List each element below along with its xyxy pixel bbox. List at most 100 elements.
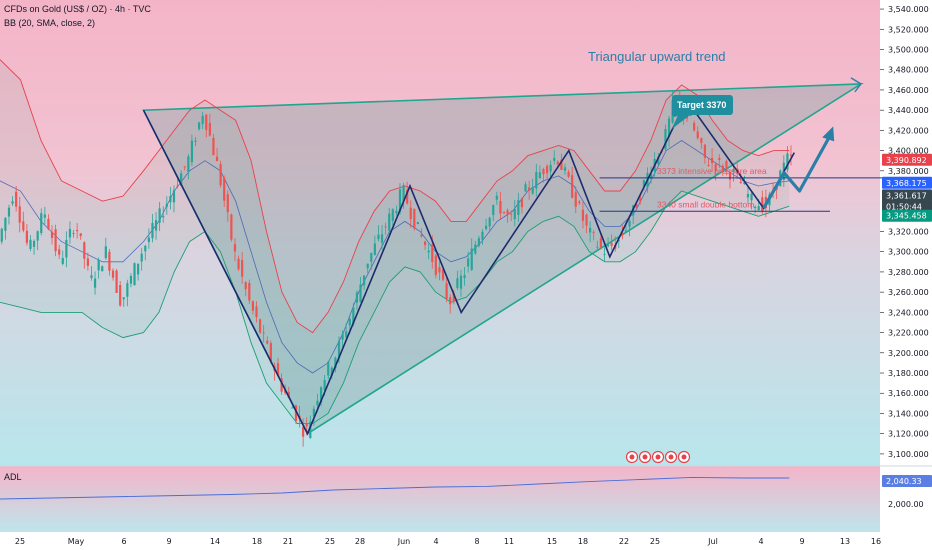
candle[interactable] [510, 210, 513, 221]
price-tag-green[interactable]: 3,345.458 [882, 209, 932, 222]
candle[interactable] [7, 204, 11, 225]
candle[interactable] [391, 208, 394, 226]
candle[interactable] [258, 318, 262, 334]
candle[interactable] [761, 190, 764, 215]
candle[interactable] [104, 237, 107, 260]
candle[interactable] [363, 275, 366, 290]
candle[interactable] [83, 241, 86, 269]
candle[interactable] [610, 234, 613, 251]
candle[interactable] [589, 221, 592, 243]
candle[interactable] [190, 134, 194, 167]
candle[interactable] [29, 235, 32, 252]
candle[interactable] [54, 224, 57, 257]
candle[interactable] [11, 196, 14, 207]
candle[interactable] [402, 182, 405, 209]
candle[interactable] [531, 178, 534, 195]
candle[interactable] [707, 158, 710, 167]
candle[interactable] [32, 239, 36, 255]
candle[interactable] [43, 206, 46, 225]
candle[interactable] [578, 199, 581, 205]
candle[interactable] [649, 166, 653, 184]
candle[interactable] [76, 223, 79, 239]
candle[interactable] [603, 247, 606, 262]
candle[interactable] [542, 167, 545, 183]
candle[interactable] [90, 266, 93, 281]
candle[interactable] [15, 185, 18, 212]
candle[interactable] [710, 148, 714, 172]
candle[interactable] [251, 300, 255, 315]
candle[interactable] [581, 201, 585, 229]
adl-line[interactable] [0, 476, 790, 500]
candle[interactable] [111, 268, 115, 281]
candle[interactable] [423, 240, 427, 251]
candle[interactable] [635, 203, 638, 209]
candle[interactable] [276, 357, 280, 377]
candle[interactable] [93, 271, 97, 295]
candle[interactable] [212, 134, 215, 156]
middle-band-line[interactable] [0, 140, 790, 374]
candle[interactable] [488, 216, 491, 233]
candle[interactable] [617, 238, 620, 249]
candle[interactable] [438, 261, 441, 281]
candle[interactable] [517, 192, 520, 223]
candle[interactable] [341, 330, 344, 348]
candle[interactable] [194, 137, 197, 147]
candle[interactable] [377, 225, 380, 242]
candle[interactable] [101, 265, 104, 272]
candle[interactable] [563, 163, 567, 175]
candle[interactable] [262, 324, 265, 343]
candle[interactable] [151, 213, 154, 243]
candle[interactable] [187, 154, 190, 180]
candle[interactable] [122, 297, 125, 307]
candle[interactable] [86, 252, 89, 271]
candle[interactable] [302, 418, 305, 447]
candle[interactable] [162, 206, 165, 223]
candle[interactable] [25, 223, 29, 246]
candle[interactable] [294, 404, 298, 425]
candle[interactable] [395, 205, 398, 216]
candle[interactable] [226, 190, 229, 222]
candle[interactable] [746, 186, 750, 204]
candle[interactable] [535, 163, 538, 197]
candle[interactable] [750, 191, 753, 210]
adl-value-tag[interactable]: 2,040.33 [882, 475, 932, 487]
candle[interactable] [721, 163, 724, 176]
candle[interactable] [463, 267, 466, 286]
candle[interactable] [520, 197, 524, 214]
candle[interactable] [40, 208, 43, 236]
candle[interactable] [718, 154, 721, 168]
candle[interactable] [119, 281, 122, 307]
candle[interactable] [445, 275, 448, 303]
candle[interactable] [388, 207, 391, 237]
candle[interactable] [456, 270, 459, 290]
candle[interactable] [370, 252, 373, 270]
candle[interactable] [79, 233, 82, 240]
candle[interactable] [172, 185, 176, 213]
candle[interactable] [725, 159, 728, 176]
candle[interactable] [449, 294, 452, 314]
candle[interactable] [126, 279, 129, 307]
candle[interactable] [61, 250, 64, 266]
candle[interactable] [696, 126, 699, 140]
candle[interactable] [420, 228, 423, 238]
candle[interactable] [233, 238, 237, 262]
candle[interactable] [327, 360, 330, 380]
candle[interactable] [416, 221, 420, 225]
candle[interactable] [359, 276, 362, 303]
candle[interactable] [197, 121, 201, 131]
candle[interactable] [624, 225, 628, 234]
zigzag-pattern-line[interactable] [142, 98, 796, 436]
candle[interactable] [538, 165, 541, 179]
candle[interactable] [50, 225, 54, 245]
candle[interactable] [427, 243, 430, 260]
price-tag-current[interactable]: 3,361.617 [882, 189, 932, 202]
candle[interactable] [553, 150, 556, 165]
candle[interactable] [72, 229, 75, 238]
candle[interactable] [567, 169, 570, 179]
candle[interactable] [481, 229, 484, 245]
candle[interactable] [4, 217, 7, 240]
candle[interactable] [140, 248, 143, 271]
candle[interactable] [244, 280, 247, 297]
candle[interactable] [22, 211, 25, 233]
